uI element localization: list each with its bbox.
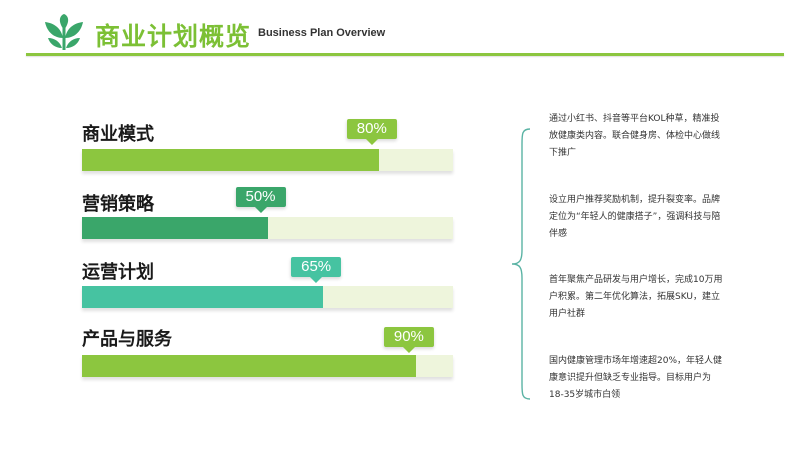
row-label: 产品与服务 (82, 329, 172, 350)
description-text: 首年聚焦产品研发与用户增长，完成10万用户积累。第二年优化算法，拓展SKU，建立… (549, 275, 723, 319)
progress-value-badge: 65% (291, 257, 342, 283)
row-label: 商业模式 (82, 124, 154, 145)
row-label: 运营计划 (82, 262, 154, 283)
progress-value-badge: 90% (383, 327, 434, 353)
progress-fill (82, 286, 324, 308)
progress-track (82, 355, 453, 377)
progress-fill (82, 149, 379, 171)
page-title: 商业计划概览 (95, 22, 252, 51)
progress-track (82, 217, 453, 239)
progress-value-badge: 50% (235, 187, 286, 213)
description-text: 通过小红书、抖音等平台KOL种草，精准投放健康类内容。联合健身房、体检中心做线下… (549, 114, 721, 158)
progress-track (82, 286, 453, 308)
page-subtitle: Business Plan Overview (258, 27, 386, 39)
progress-fill (82, 217, 268, 239)
curly-brace-icon (511, 128, 531, 400)
leaf-plant-icon (45, 14, 83, 50)
progress-value-badge: 80% (346, 119, 397, 145)
description-text: 国内健康管理市场年增速超20%，年轻人健康意识提升但缺乏专业指导。目标用户为18… (549, 356, 723, 400)
progress-fill (82, 355, 416, 377)
row-label: 营销策略 (82, 194, 154, 215)
slide-header: 商业计划概览 Business Plan Overview (0, 0, 800, 60)
header-divider (26, 53, 784, 56)
progress-track (82, 149, 453, 171)
description-text: 设立用户推荐奖励机制，提升裂变率。品牌定位为“年轻人的健康搭子”，强调科技与陪伴… (549, 195, 721, 239)
